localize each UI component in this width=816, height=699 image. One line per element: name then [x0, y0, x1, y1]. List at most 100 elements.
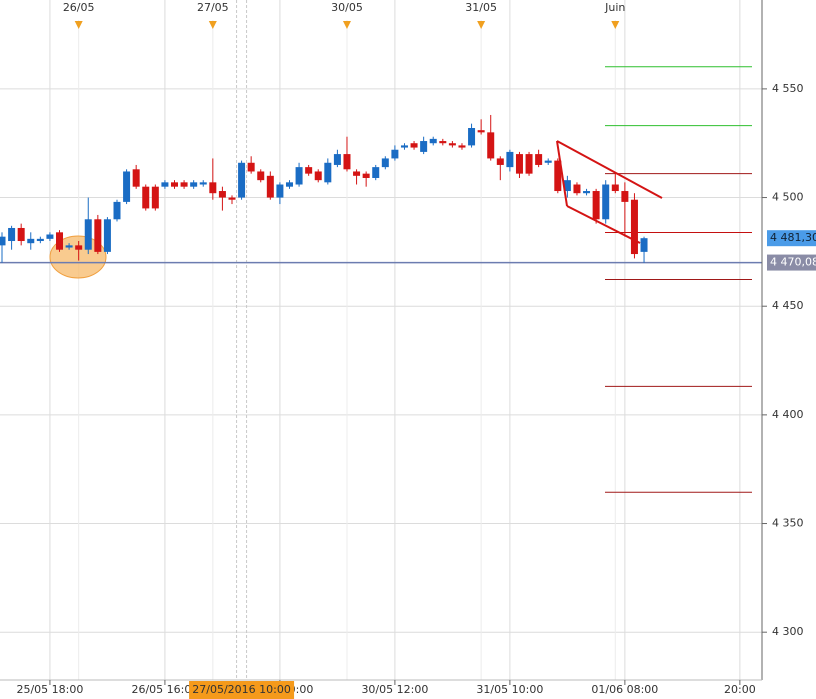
price-label: 4 481,30 [770, 231, 816, 244]
candle-body [477, 130, 485, 133]
day-marker [342, 21, 351, 29]
candle-body [27, 238, 35, 244]
candle-body [209, 182, 217, 194]
grid [0, 0, 762, 680]
top-label: Juin [604, 1, 625, 14]
top-label: 27/05 [197, 1, 229, 14]
candle-body [151, 186, 159, 209]
candle-body [372, 167, 380, 178]
candle-body [506, 151, 514, 168]
candle-body [84, 219, 92, 250]
candle-body [132, 169, 140, 187]
candle-body [276, 184, 284, 198]
candle-body [630, 199, 638, 255]
price-marker [767, 254, 816, 271]
candle-body [36, 238, 44, 242]
candle-body [295, 167, 303, 185]
candle-body [238, 162, 246, 198]
y-tick-label: 4 450 [772, 299, 804, 312]
candle-body [180, 182, 188, 187]
candle-body [563, 180, 571, 192]
candle-body [573, 184, 581, 194]
candle-body [583, 191, 591, 194]
candle-body [113, 201, 121, 220]
candle-body [439, 141, 447, 144]
day-marker [611, 21, 620, 29]
candle-body [190, 182, 198, 187]
candle-body [496, 158, 504, 165]
candle-body [65, 245, 73, 248]
candle-body [103, 219, 111, 252]
x-tick-label: 31/05 10:00 [476, 683, 543, 696]
candle-body [448, 143, 456, 146]
crosshair-box [189, 681, 295, 699]
candle-body [420, 141, 428, 152]
top-label: 26/05 [63, 1, 95, 14]
y-tick-label: 4 500 [772, 191, 804, 204]
candle-body [458, 145, 466, 148]
candle-body [142, 186, 150, 209]
candle-body [123, 171, 131, 202]
candle-body [228, 197, 236, 200]
candle-body [266, 175, 274, 198]
candle-body [487, 132, 495, 159]
x-tick-label: 20:00 [724, 683, 756, 696]
candle-body [410, 143, 418, 148]
candle-body [611, 184, 619, 192]
candle-body [468, 128, 476, 146]
candle-body [324, 162, 332, 183]
candle-body [429, 138, 437, 144]
candle-body [515, 154, 523, 174]
labels: 4 300 4 350 4 400 4 450 4 500 4 550 25/05 18:0… [16, 1, 816, 699]
x-tick-label: 30/05 12:00 [361, 683, 428, 696]
price-marker [767, 230, 816, 247]
candle-body [400, 145, 408, 148]
candle-body [46, 234, 54, 239]
day-marker [208, 21, 217, 29]
candle-body [257, 171, 265, 181]
trend-line [556, 140, 663, 199]
candle-body [343, 154, 351, 170]
day-marker [74, 21, 83, 29]
candle-body [554, 160, 562, 192]
y-tick-label: 4 400 [772, 408, 804, 421]
candle-body [621, 191, 629, 202]
plot [0, 66, 762, 493]
candle-body [161, 182, 169, 187]
candle-body [525, 154, 533, 174]
candle-body [544, 160, 552, 163]
crosshair-label: 27/05/2016 10:00 [192, 683, 291, 696]
candle-body [640, 238, 648, 252]
candle-body [362, 173, 370, 178]
candle-body [75, 245, 83, 250]
candle-body [17, 227, 25, 242]
top-label: 30/05 [331, 1, 363, 14]
y-tick-label: 4 300 [772, 625, 804, 638]
x-tick-label: 01/06 08:00 [591, 683, 658, 696]
x-tick-label: 25/05 18:00 [16, 683, 83, 696]
candle-body [381, 158, 389, 168]
trend-line [566, 205, 641, 244]
y-tick-label: 4 550 [772, 82, 804, 95]
candle-body [285, 182, 293, 187]
candle-body [56, 232, 64, 250]
candle-body [199, 182, 207, 185]
candle-body [218, 191, 226, 198]
top-label: 31/05 [465, 1, 497, 14]
day-marker [477, 21, 486, 29]
price-label: 4 470,08 [770, 256, 816, 269]
candle-body [305, 167, 313, 174]
candle-body [353, 171, 361, 176]
candle-body [333, 154, 341, 165]
candle-body [592, 191, 600, 220]
candle-body [391, 149, 399, 159]
y-tick-label: 4 350 [772, 517, 804, 530]
trend-line [556, 140, 568, 207]
x-tick-label: 26/05 16:00 [131, 683, 198, 696]
candle-body [247, 162, 255, 172]
candle-body [170, 182, 178, 187]
candle-body [314, 171, 322, 181]
highlight-ellipse [49, 235, 107, 279]
